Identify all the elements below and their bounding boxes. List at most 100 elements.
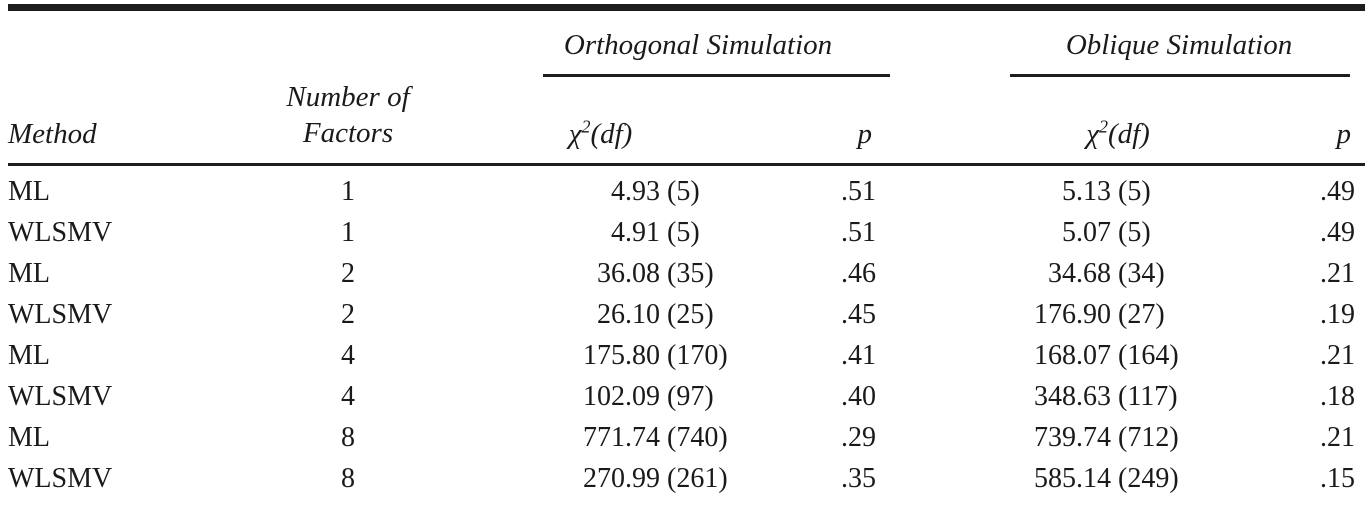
orthogonal-p-cell: .40 bbox=[841, 380, 877, 412]
factors-cell: 1 bbox=[341, 175, 355, 207]
orthogonal-simulation-spanner: Orthogonal Simulation bbox=[498, 8, 898, 82]
chi-value: 5.13 bbox=[1062, 175, 1112, 207]
df-value: (5) bbox=[667, 175, 700, 207]
orthogonal-chi-squared-cell: 102.09 (97) bbox=[498, 376, 778, 417]
chi-value: 4.91 bbox=[611, 216, 660, 248]
df-value: (25) bbox=[667, 298, 714, 330]
chi-value: 175.80 bbox=[583, 339, 660, 371]
df-value: (712) bbox=[1118, 421, 1179, 453]
column-gap bbox=[898, 376, 993, 417]
factors-cell: 2 bbox=[341, 257, 355, 289]
method-cell: WLSMV bbox=[8, 462, 113, 494]
oblique-p-cell: .21 bbox=[1320, 257, 1356, 289]
chi-value: 585.14 bbox=[1034, 462, 1112, 494]
column-gap bbox=[898, 417, 993, 458]
oblique-chi-squared-cell: 176.90 (27) bbox=[993, 294, 1243, 335]
factors-header-line2: Factors bbox=[302, 117, 394, 149]
chi-superscript: 2 bbox=[1098, 116, 1108, 137]
method-cell: WLSMV bbox=[8, 380, 113, 412]
factors-cell: 8 bbox=[341, 462, 355, 494]
df-value: (249) bbox=[1118, 462, 1179, 494]
oblique-chi-squared-header: χ2(df) bbox=[993, 81, 1243, 165]
orthogonal-p-cell: .41 bbox=[841, 339, 877, 371]
factors-header-line1: Number of bbox=[286, 81, 410, 113]
method-cell: ML bbox=[8, 257, 50, 289]
chi-symbol: χ bbox=[568, 118, 582, 150]
orthogonal-chi-squared-cell: 4.91 (5) bbox=[498, 212, 778, 253]
chi-df-label: (df) bbox=[1107, 118, 1150, 150]
chi-df-label: (df) bbox=[590, 118, 633, 150]
oblique-chi-squared-cell: 34.68 (34) bbox=[993, 253, 1243, 294]
df-value: (740) bbox=[667, 421, 728, 453]
factors-column-header: Number of Factors bbox=[198, 8, 498, 165]
method-cell: WLSMV bbox=[8, 298, 113, 330]
orthogonal-p-cell: .29 bbox=[841, 421, 877, 453]
orthogonal-p-cell: .46 bbox=[841, 257, 877, 289]
oblique-p-cell: .19 bbox=[1320, 298, 1356, 330]
orthogonal-chi-squared-cell: 771.74 (740) bbox=[498, 417, 778, 458]
orthogonal-spanner-rule bbox=[543, 74, 891, 77]
oblique-p-header: p bbox=[1336, 118, 1352, 150]
column-gap bbox=[898, 253, 993, 294]
column-gap bbox=[898, 8, 993, 165]
oblique-chi-squared-cell: 5.07 (5) bbox=[993, 212, 1243, 253]
oblique-spanner-label: Oblique Simulation bbox=[1065, 29, 1293, 61]
factors-cell: 4 bbox=[341, 380, 355, 412]
chi-value: 771.74 bbox=[583, 421, 660, 453]
factors-cell: 8 bbox=[341, 421, 355, 453]
table-row: WLSMV 4 102.09 (97) .40 348.63 (117) .18 bbox=[8, 376, 1365, 417]
chi-value: 5.07 bbox=[1062, 216, 1112, 248]
chi-value: 168.07 bbox=[1034, 339, 1112, 371]
chi-value: 739.74 bbox=[1034, 421, 1112, 453]
factors-cell: 1 bbox=[341, 216, 355, 248]
chi-value: 270.99 bbox=[583, 462, 660, 494]
chi-symbol: χ bbox=[1086, 118, 1099, 150]
chi-value: 348.63 bbox=[1034, 380, 1112, 412]
oblique-p-cell: .15 bbox=[1320, 462, 1356, 494]
orthogonal-p-cell: .51 bbox=[841, 175, 877, 207]
chi-value: 36.08 bbox=[597, 257, 660, 289]
orthogonal-chi-squared-cell: 36.08 (35) bbox=[498, 253, 778, 294]
orthogonal-spanner-label: Orthogonal Simulation bbox=[563, 29, 833, 61]
oblique-p-cell: .49 bbox=[1320, 216, 1356, 248]
oblique-chi-squared-cell: 739.74 (712) bbox=[993, 417, 1243, 458]
orthogonal-p-cell: .51 bbox=[841, 216, 877, 248]
table-row: WLSMV 1 4.91 (5) .51 5.07 (5) .49 bbox=[8, 212, 1365, 253]
subheader-row: χ2(df) p χ2(df) p bbox=[8, 81, 1365, 165]
orthogonal-p-cell: .35 bbox=[841, 462, 877, 494]
df-value: (5) bbox=[1118, 216, 1151, 248]
chi-value: 34.68 bbox=[1048, 257, 1112, 289]
column-gap bbox=[898, 294, 993, 335]
table-row: ML 2 36.08 (35) .46 34.68 (34) .21 bbox=[8, 253, 1365, 294]
method-cell: ML bbox=[8, 421, 50, 453]
df-value: (5) bbox=[1118, 175, 1151, 207]
oblique-chi-squared-cell: 585.14 (249) bbox=[993, 458, 1243, 525]
chi-value: 4.93 bbox=[611, 175, 660, 207]
simulation-results-table: Method Number of Factors Orthogonal Simu… bbox=[8, 4, 1366, 525]
oblique-p-cell: .18 bbox=[1320, 380, 1356, 412]
orthogonal-chi-squared-cell: 4.93 (5) bbox=[498, 165, 778, 213]
df-value: (97) bbox=[667, 380, 714, 412]
table-row: ML 8 771.74 (740) .29 739.74 (712) .21 bbox=[8, 417, 1365, 458]
df-value: (164) bbox=[1118, 339, 1179, 371]
factors-cell: 2 bbox=[341, 298, 355, 330]
chi-superscript: 2 bbox=[581, 116, 591, 137]
column-gap bbox=[898, 165, 993, 213]
table-row: ML 4 175.80 (170) .41 168.07 (164) .21 bbox=[8, 335, 1365, 376]
chi-value: 102.09 bbox=[583, 380, 660, 412]
table-row: ML 1 4.93 (5) .51 5.13 (5) .49 bbox=[8, 165, 1365, 213]
chi-value: 176.90 bbox=[1034, 298, 1112, 330]
chi-value: 26.10 bbox=[597, 298, 660, 330]
oblique-spanner-rule bbox=[1010, 74, 1351, 77]
orthogonal-p-cell: .45 bbox=[841, 298, 877, 330]
oblique-chi-squared-cell: 5.13 (5) bbox=[993, 165, 1243, 213]
table-body: ML 1 4.93 (5) .51 5.13 (5) .49 WLSMV 1 4.91 (5).… bbox=[8, 165, 1365, 525]
oblique-p-cell: .21 bbox=[1320, 421, 1356, 453]
factors-cell: 4 bbox=[341, 339, 355, 371]
df-value: (170) bbox=[667, 339, 728, 371]
orthogonal-chi-squared-cell: 270.99 (261) bbox=[498, 458, 778, 525]
df-value: (35) bbox=[667, 257, 714, 289]
orthogonal-chi-squared-cell: 26.10 (25) bbox=[498, 294, 778, 335]
orthogonal-p-header: p bbox=[857, 118, 873, 150]
